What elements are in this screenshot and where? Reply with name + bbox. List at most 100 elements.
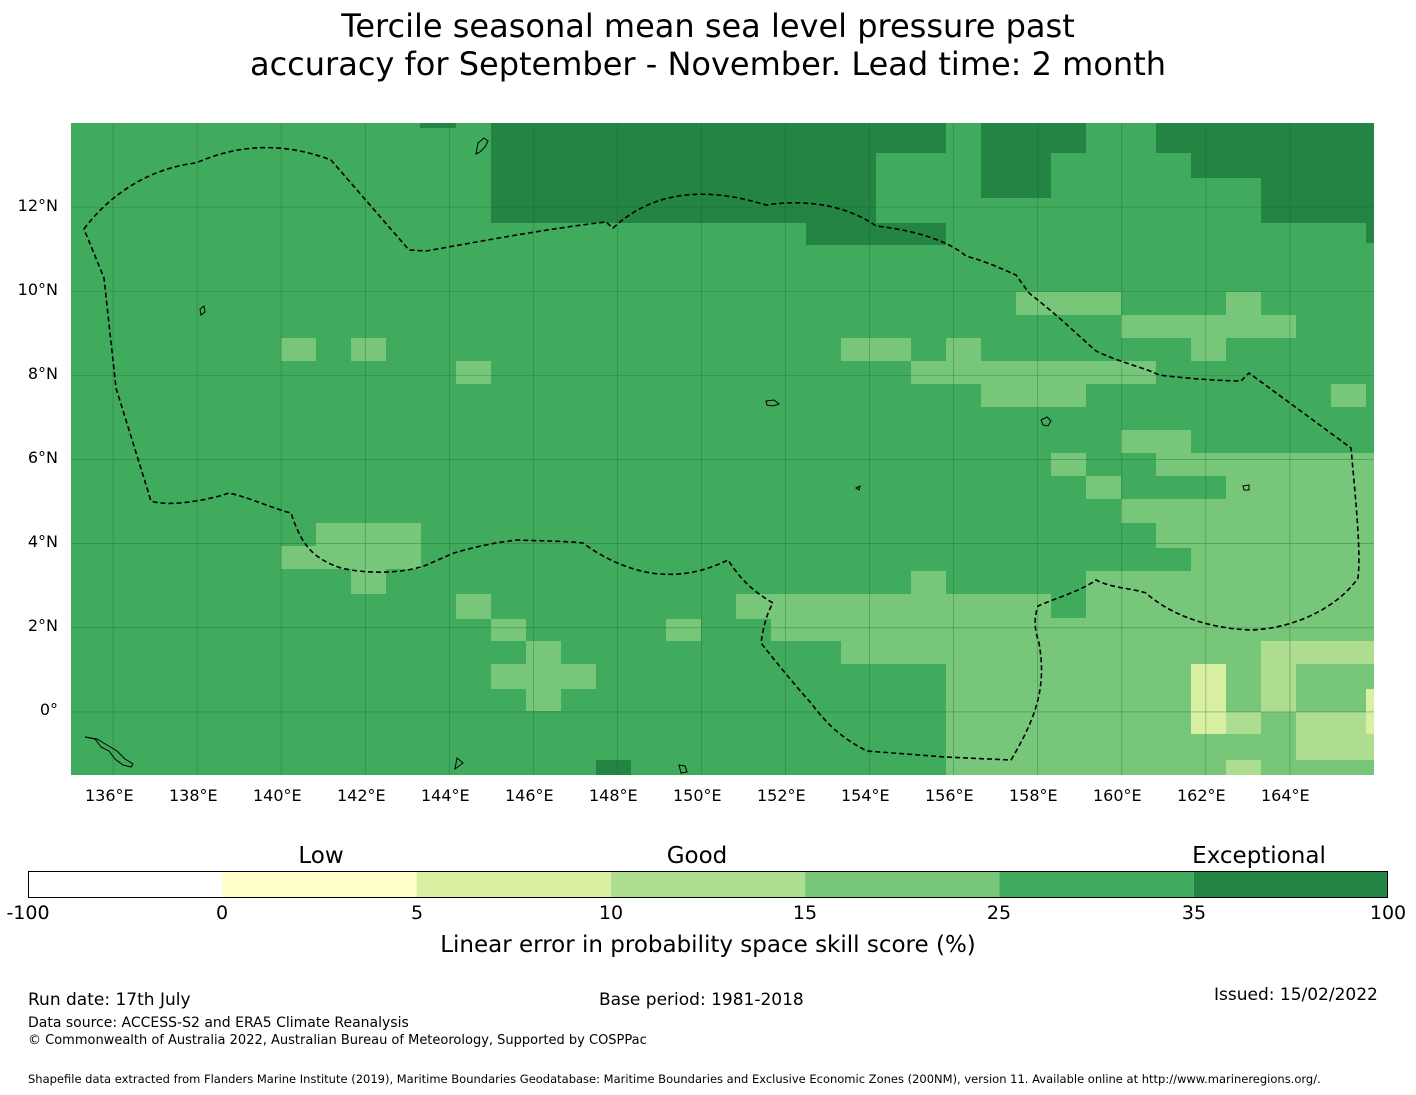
skill-cell bbox=[596, 760, 631, 775]
issued-date: Issued: 15/02/2022 bbox=[1214, 985, 1378, 1005]
lon-label: 144°E bbox=[421, 786, 470, 805]
lon-label: 146°E bbox=[505, 786, 554, 805]
lat-label: 4°N bbox=[27, 532, 58, 551]
lon-label: 162°E bbox=[1177, 786, 1226, 805]
skill-cell bbox=[281, 546, 421, 569]
skill-cell bbox=[1121, 499, 1226, 523]
lon-label: 160°E bbox=[1093, 786, 1142, 805]
island-outlines bbox=[84, 137, 1250, 774]
skill-cell bbox=[1121, 315, 1296, 338]
map-title-line-1: Tercile seasonal mean sea level pressure… bbox=[341, 7, 1075, 45]
lat-label: 10°N bbox=[17, 280, 58, 299]
skill-cell bbox=[806, 223, 876, 245]
map-title-line-2: accuracy for September - November. Lead … bbox=[249, 45, 1167, 83]
skill-cell bbox=[281, 338, 316, 361]
lon-label: 164°E bbox=[1261, 786, 1310, 805]
skill-cell bbox=[666, 619, 701, 641]
colorbar-segment bbox=[610, 871, 806, 898]
lon-label: 148°E bbox=[589, 786, 638, 805]
skill-cell bbox=[1366, 689, 1374, 734]
skill-cell bbox=[1156, 123, 1374, 153]
skill-cell bbox=[1191, 548, 1374, 571]
lat-label: 0° bbox=[39, 700, 58, 719]
lon-label: 138°E bbox=[169, 786, 218, 805]
eez-boundary-dashed bbox=[83, 146, 1360, 761]
skill-cell bbox=[876, 223, 946, 245]
skill-cell bbox=[1296, 198, 1374, 223]
skill-cell bbox=[456, 594, 491, 619]
skill-cell bbox=[1156, 453, 1226, 476]
colorbar-category-good: Good bbox=[666, 843, 728, 869]
skill-cell bbox=[1226, 453, 1374, 523]
skill-cell bbox=[1016, 292, 1121, 315]
skill-cell bbox=[491, 153, 876, 223]
skill-cell bbox=[351, 569, 386, 594]
lon-label: 136°E bbox=[85, 786, 134, 805]
skill-cell bbox=[1086, 476, 1121, 499]
colorbar-category-low: Low bbox=[298, 843, 344, 869]
colorbar bbox=[28, 871, 1388, 898]
island-small-3 bbox=[678, 764, 688, 774]
skill-cell bbox=[1156, 523, 1374, 548]
skill-cell bbox=[1296, 712, 1374, 760]
island-palau bbox=[84, 736, 134, 768]
lat-label: 8°N bbox=[27, 364, 58, 383]
skill-cell bbox=[316, 523, 421, 546]
skill-cell bbox=[981, 123, 1086, 153]
lat-label: 12°N bbox=[17, 196, 58, 215]
skill-cell bbox=[981, 384, 1086, 407]
lon-label: 158°E bbox=[1009, 786, 1058, 805]
skill-cells bbox=[281, 123, 1374, 775]
skill-cell bbox=[1261, 664, 1296, 712]
colorbar-tick: 5 bbox=[410, 902, 424, 924]
lat-label: 2°N bbox=[27, 616, 58, 635]
skill-cell bbox=[1366, 218, 1374, 243]
skill-cell bbox=[911, 361, 1156, 384]
skill-cell bbox=[1121, 430, 1191, 453]
island-small-2 bbox=[855, 485, 861, 491]
colorbar-segment bbox=[28, 871, 223, 898]
colorbar-segment bbox=[416, 871, 611, 898]
colorbar-tick: 10 bbox=[598, 902, 624, 924]
lon-label: 154°E bbox=[841, 786, 890, 805]
skill-cell bbox=[491, 619, 526, 641]
skill-cell bbox=[420, 123, 456, 128]
skill-cell bbox=[1366, 594, 1374, 619]
skill-cell bbox=[1226, 760, 1261, 775]
colorbar-segment bbox=[999, 871, 1194, 898]
skill-cell bbox=[1051, 453, 1086, 476]
colorbar-segment bbox=[222, 871, 417, 898]
skill-cell bbox=[491, 123, 946, 153]
island-kosrae bbox=[1242, 484, 1250, 491]
skill-cell bbox=[1331, 384, 1366, 407]
skill-cell bbox=[981, 153, 1051, 198]
skill-cell bbox=[491, 664, 596, 689]
map-gridlines bbox=[71, 123, 1374, 775]
lon-label: 140°E bbox=[253, 786, 302, 805]
skill-cell bbox=[1261, 315, 1296, 338]
colorbar-tick: 35 bbox=[1181, 902, 1207, 924]
copyright-notice: © Commonwealth of Australia 2022, Austra… bbox=[28, 1033, 647, 1048]
lon-label: 150°E bbox=[673, 786, 722, 805]
colorbar-tick: -100 bbox=[6, 902, 50, 924]
skill-cell bbox=[1191, 338, 1226, 361]
data-source: Data source: ACCESS-S2 and ERA5 Climate … bbox=[28, 1015, 409, 1031]
colorbar-label: Linear error in probability space skill … bbox=[440, 932, 976, 958]
colorbar-tick: 0 bbox=[215, 902, 229, 924]
island-small-4 bbox=[454, 757, 464, 771]
base-period: Base period: 1981-2018 bbox=[599, 990, 804, 1010]
run-date: Run date: 17th July bbox=[28, 990, 191, 1010]
colorbar-category-exceptional: Exceptional bbox=[1192, 843, 1326, 869]
skill-cell bbox=[526, 689, 561, 711]
skill-cell bbox=[1261, 641, 1374, 664]
skill-cell bbox=[456, 361, 491, 384]
island-chuuk bbox=[765, 399, 781, 407]
island-pohnpei bbox=[1040, 416, 1052, 427]
lon-label: 142°E bbox=[337, 786, 386, 805]
colorbar-segment bbox=[805, 871, 1000, 898]
skill-score-map bbox=[71, 123, 1374, 775]
colorbar-outline bbox=[28, 871, 1388, 898]
skill-cell bbox=[946, 594, 981, 775]
colorbar-tick: 25 bbox=[986, 902, 1012, 924]
shapefile-credit: Shapefile data extracted from Flanders M… bbox=[28, 1072, 1321, 1086]
